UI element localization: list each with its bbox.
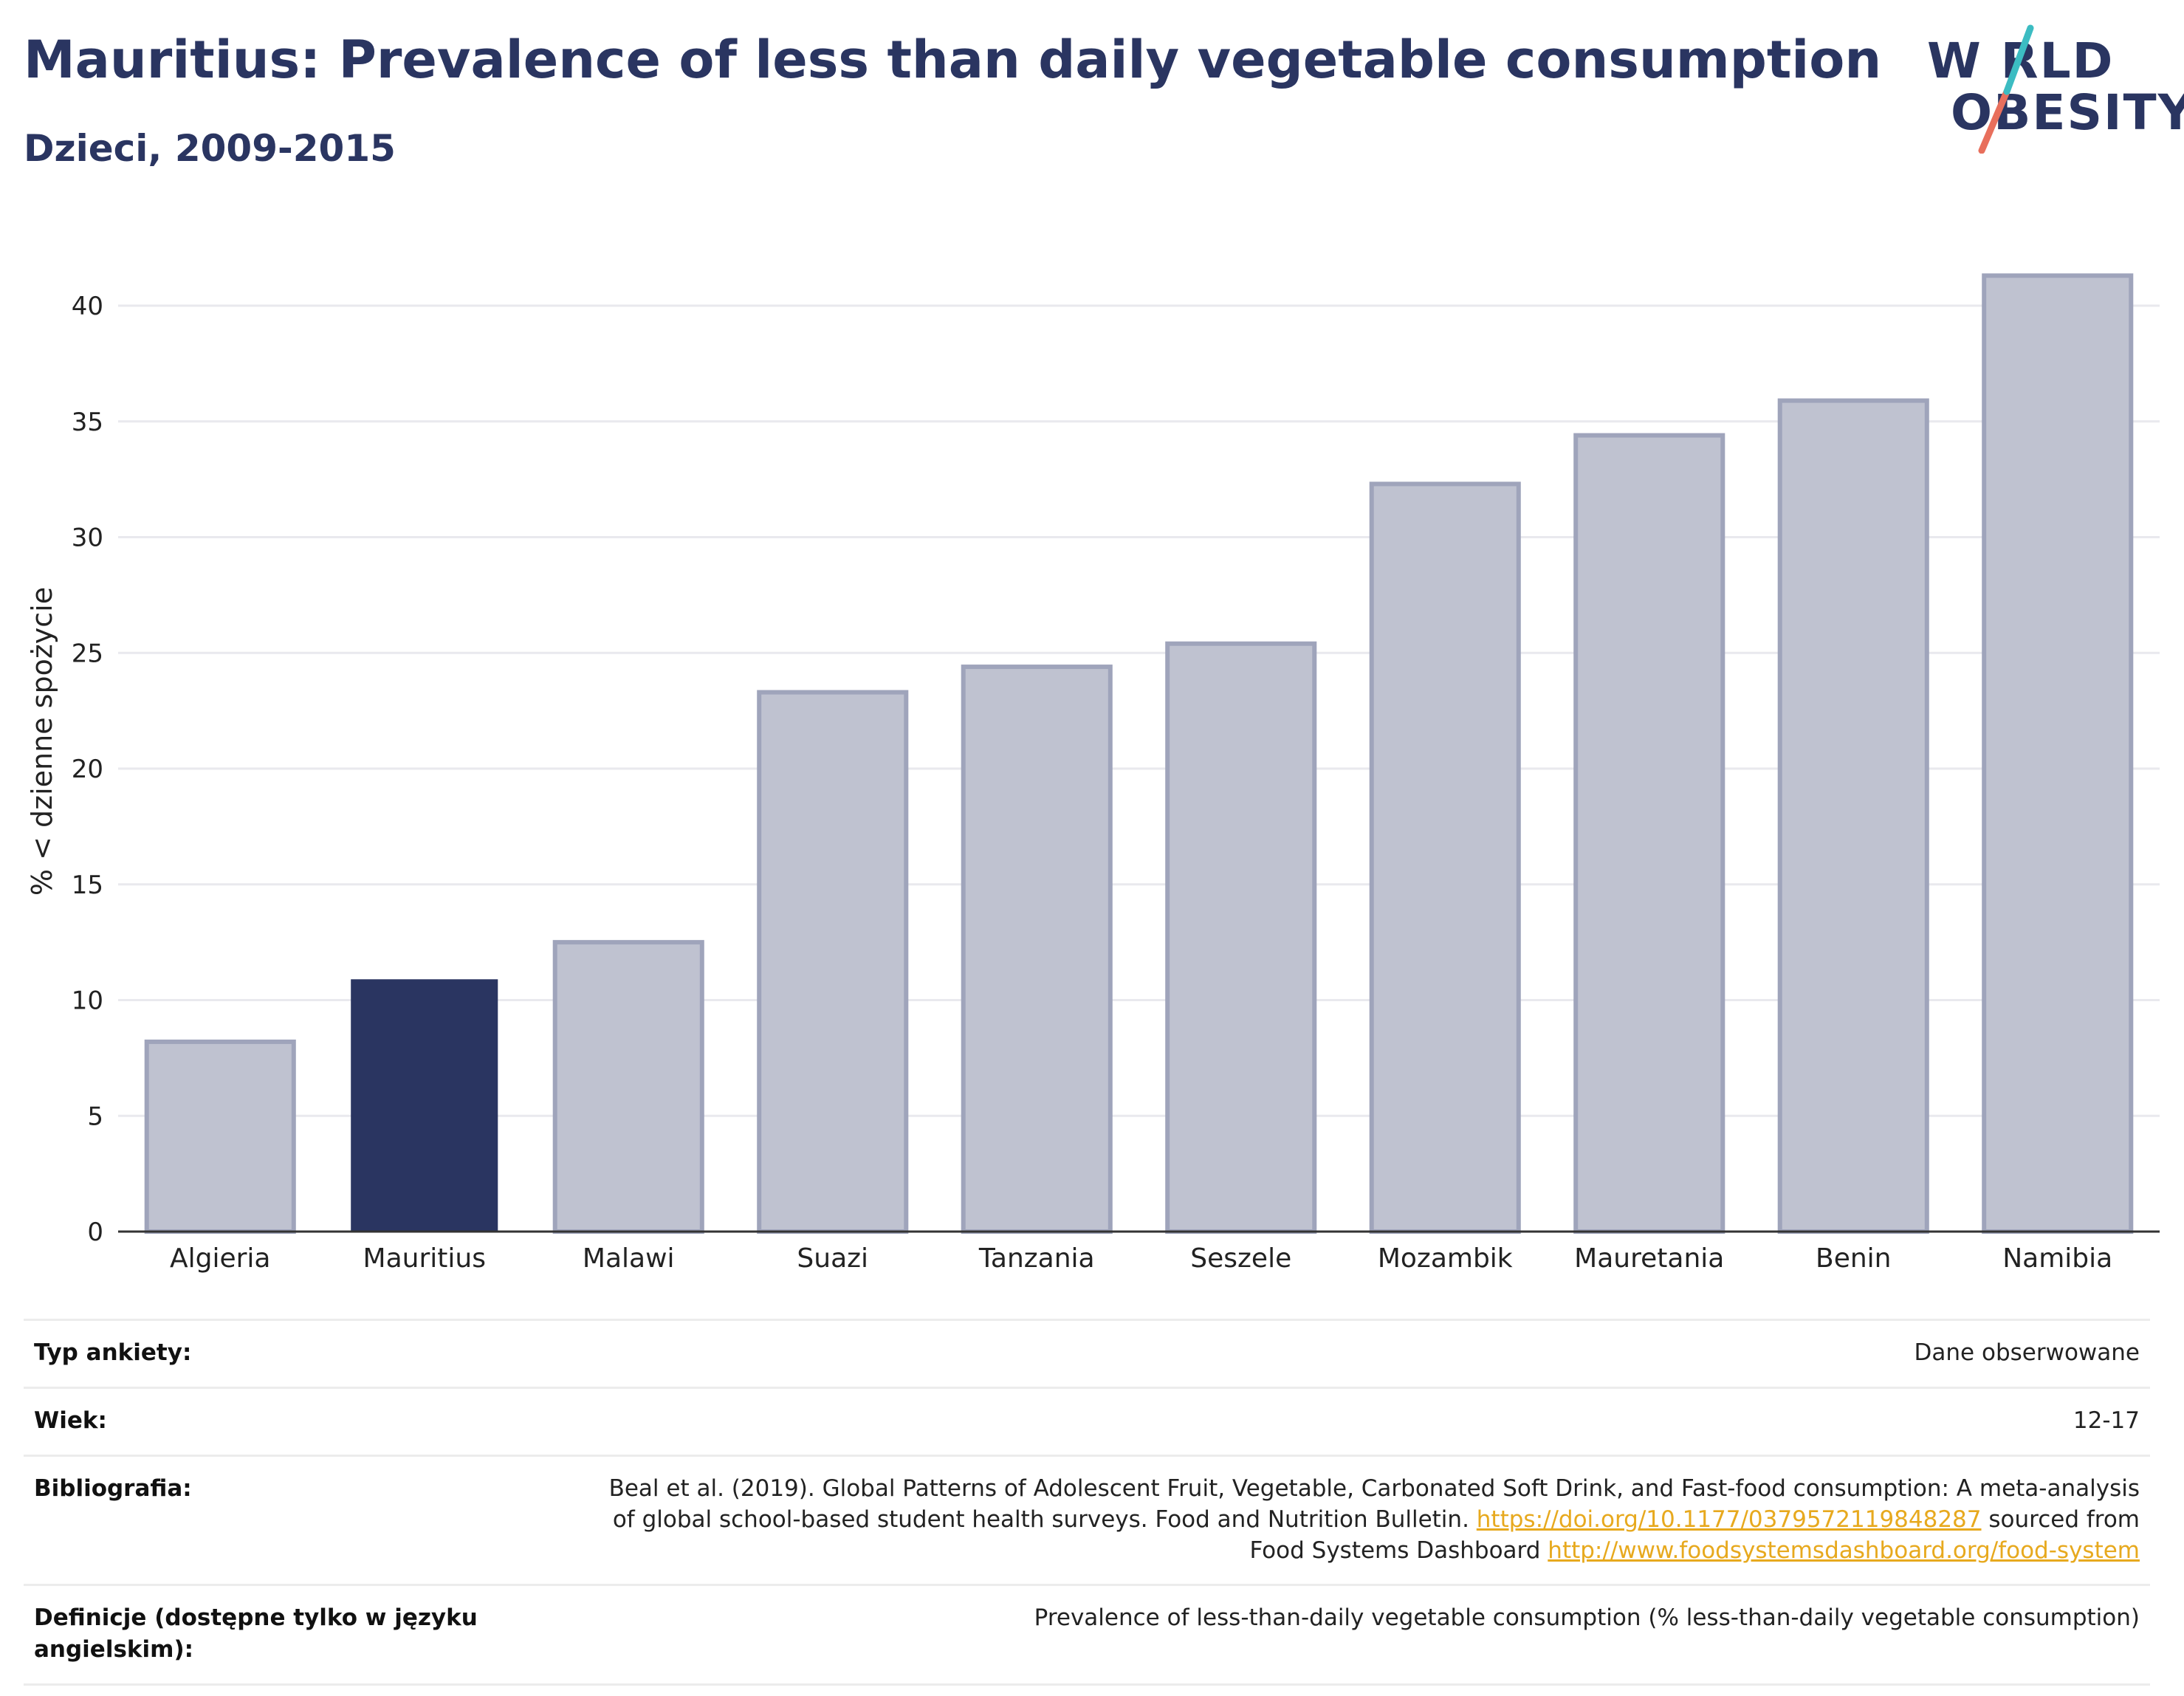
bar-mauritius [351,979,498,1232]
meta-value: Dane obserwowane [1914,1339,2140,1366]
y-tick-label: 30 [72,523,103,553]
food-systems-dashboard-link[interactable]: http://www.foodsystemsdashboard.org/food… [1548,1537,2140,1564]
y-tick-labels: 0 5 10 15 20 25 30 35 40 [72,292,103,1247]
y-tick-label: 20 [72,755,103,784]
meta-label: Typ ankiety: [34,1339,192,1366]
y-tick-label: 10 [72,986,103,1016]
page-title: Mauritius: Prevalence of less than daily… [24,30,1882,90]
bar-mauretania [1573,433,1725,1234]
y-tick-label: 0 [87,1218,103,1247]
x-tick-label: Seszele [1190,1243,1291,1274]
meta-value: Prevalence of less-than-daily vegetable … [1034,1604,2140,1631]
bar-malawi [552,940,704,1234]
doi-link[interactable]: https://doi.org/10.1177/0379572119848287 [1476,1506,1982,1533]
bar-tanzania [961,665,1113,1234]
meta-row-age: Wiek: 12-17 [24,1387,2150,1455]
bar-mozambik [1369,481,1521,1234]
x-tick-label: Suazi [797,1243,868,1274]
x-tick-label: Namibia [2002,1243,2112,1274]
bars [144,273,2134,1235]
bar-benin [1777,398,1929,1234]
meta-label: Bibliografia: [34,1475,192,1502]
meta-label: Definicje (dostępne tylko w języku angie… [34,1604,478,1663]
x-tick-label: Mauretania [1574,1243,1724,1274]
citation-text-1: Beal et al. (2019). Global Patterns of A… [608,1475,2140,1502]
logo-slash-icon [1978,24,2034,154]
citation-text-3: sourced from [1981,1506,2140,1533]
bar-seszele [1165,641,1317,1234]
meta-value: 12-17 [2073,1407,2140,1434]
x-tick-label: Tanzania [978,1243,1095,1274]
citation-text-4: Food Systems Dashboard [1249,1537,1548,1564]
meta-row-definitions: Definicje (dostępne tylko w języku angie… [24,1584,2150,1686]
x-tick-label: Mauritius [363,1243,486,1274]
y-axis-label: % < dzienne spożycie [26,587,58,896]
x-tick-label: Benin [1816,1243,1891,1274]
y-tick-label: 40 [72,292,103,321]
bar-algieria [144,1039,296,1235]
x-tick-label: Malawi [583,1243,675,1274]
metadata-table: Typ ankiety: Dane obserwowane Wiek: 12-1… [24,1319,2150,1686]
x-tick-labels: Algieria Mauritius Malawi Suazi Tanzania Sesz… [170,1243,2112,1274]
y-tick-label: 25 [72,639,103,668]
x-tick-label: Algieria [170,1243,271,1274]
y-tick-label: 5 [87,1102,103,1131]
bar-namibia [1982,273,2134,1235]
y-tick-label: 15 [72,871,103,900]
bar-suazi [757,690,909,1234]
bar-chart: 0 5 10 15 20 25 30 35 40 Algieria Mauritius Malawi… [26,273,2160,1274]
x-tick-label: Mozambik [1378,1243,1513,1274]
y-tick-label: 35 [72,408,103,437]
meta-value-bibliography: Beal et al. (2019). Global Patterns of A… [506,1473,2140,1566]
page-subtitle: Dzieci, 2009-2015 [24,127,396,170]
citation-text-2: of global school-based student health su… [612,1506,1477,1533]
meta-row-survey-type: Typ ankiety: Dane obserwowane [24,1319,2150,1387]
meta-label: Wiek: [34,1407,107,1434]
meta-row-bibliography: Bibliografia: Beal et al. (2019). Global… [24,1455,2150,1584]
world-obesity-logo: W RLD OBESITY [1927,21,2184,154]
